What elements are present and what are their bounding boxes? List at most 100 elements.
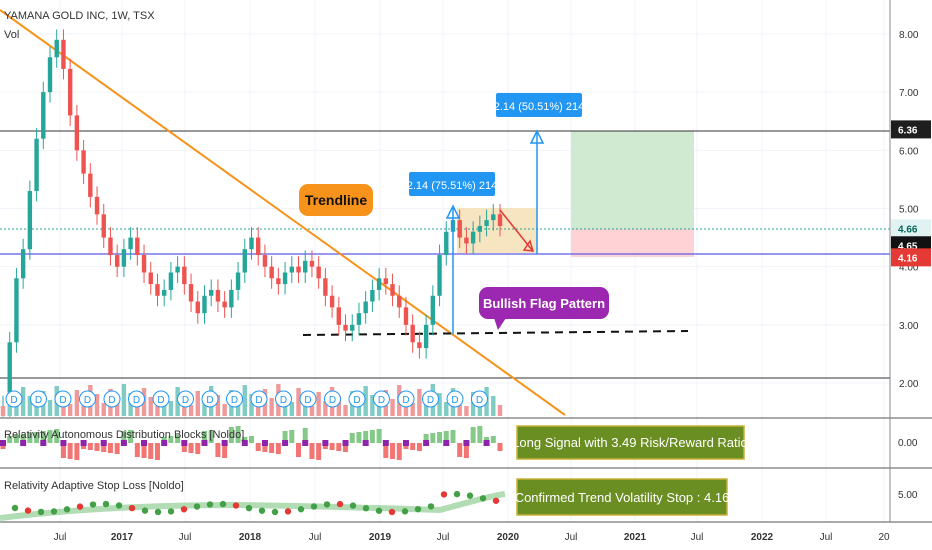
stop-loss-dot xyxy=(245,504,253,512)
volume-bar xyxy=(188,405,194,416)
flag-arrow-head xyxy=(522,239,535,252)
candle-body xyxy=(376,278,382,290)
dividend-marker xyxy=(5,390,23,408)
distribution-marker xyxy=(100,440,107,446)
dividend-marker-label: D xyxy=(84,395,91,406)
candle-body xyxy=(470,231,476,244)
flag-arrow xyxy=(499,209,533,251)
candle-body xyxy=(242,249,247,273)
distribution-marker xyxy=(342,440,349,446)
candle-body xyxy=(491,214,496,221)
distribution-block xyxy=(60,443,66,458)
dividend-marker-label: D xyxy=(451,395,458,406)
y-tick-label: 2.00 xyxy=(899,379,919,390)
stop-loss-dot xyxy=(323,501,331,508)
distribution-block xyxy=(296,443,302,457)
distribution-block xyxy=(188,443,194,453)
candle-body xyxy=(74,115,80,151)
volume-bar xyxy=(81,399,86,416)
volume-bar xyxy=(94,394,100,416)
candle-body xyxy=(202,295,207,314)
distribution-block xyxy=(497,443,503,451)
x-tick-label: Jul xyxy=(820,532,833,543)
candle-body xyxy=(343,324,348,331)
distribution-block xyxy=(343,443,349,452)
flag-callout-bg xyxy=(479,287,609,319)
distribution-marker xyxy=(241,440,248,446)
measure-arrow-1-head xyxy=(445,204,461,219)
dividend-marker-label: D xyxy=(304,395,311,406)
volume-bar xyxy=(370,395,375,416)
measure-label-1: 2.14 (75.51%) 214 xyxy=(407,180,498,192)
grid xyxy=(0,0,890,522)
distribution-block xyxy=(235,426,241,443)
distribution-block xyxy=(27,433,33,443)
distribution-block xyxy=(396,443,402,460)
stop-loss-dot xyxy=(115,502,123,509)
candle-body xyxy=(235,272,241,290)
volume-bar xyxy=(316,392,321,416)
dividend-marker xyxy=(152,390,170,408)
stop-loss-dot xyxy=(336,500,344,508)
candle-body xyxy=(229,289,234,308)
candle-body xyxy=(262,255,268,267)
distribution-block xyxy=(94,443,100,451)
volume-bar xyxy=(27,396,33,416)
distribution-marker xyxy=(20,440,27,446)
x-tick-label: Jul xyxy=(691,532,704,543)
candle-body xyxy=(289,266,294,273)
volume-bar xyxy=(101,403,106,416)
distribution-block xyxy=(249,436,254,443)
volume-bar xyxy=(410,403,415,416)
distribution-block xyxy=(463,443,469,458)
x-tick-label: 2018 xyxy=(239,532,262,543)
distribution-block xyxy=(470,427,476,443)
stop-loss-dot xyxy=(128,504,136,512)
candle-body xyxy=(276,278,281,285)
dividend-marker xyxy=(275,390,292,408)
candle-body xyxy=(108,237,113,256)
distribution-block xyxy=(490,436,496,443)
stop-loss-dot xyxy=(102,500,110,508)
candle-body xyxy=(148,272,153,285)
volume-bar xyxy=(296,388,301,416)
dividend-marker xyxy=(373,390,390,408)
stop-loss-dot xyxy=(193,503,201,510)
candle-body xyxy=(47,57,53,93)
distribution-block xyxy=(356,432,362,443)
candle-body xyxy=(397,295,402,308)
measure-label-2-bg xyxy=(496,93,582,117)
dividend-marker xyxy=(79,390,96,408)
candle-body xyxy=(417,342,422,349)
stop-loss-dot xyxy=(271,508,279,516)
distribution-marker xyxy=(382,440,389,446)
candle-body xyxy=(209,289,214,296)
x-tick-label: Jul xyxy=(179,532,192,543)
distribution-marker xyxy=(0,440,6,446)
distribution-block xyxy=(121,431,127,443)
dividend-marker-label: D xyxy=(476,395,483,406)
volume-bar xyxy=(269,398,274,416)
candle-body xyxy=(309,260,315,267)
y-tick-label: 4.00 xyxy=(899,263,919,274)
candle-body xyxy=(27,191,33,250)
dividend-marker xyxy=(128,390,145,408)
stop-loss-dot xyxy=(50,508,58,515)
candle-body xyxy=(329,295,335,308)
stop-loss-dot xyxy=(11,504,19,512)
price-tag-bg xyxy=(891,219,931,238)
x-tick-label: Jul xyxy=(54,532,67,543)
stop-loss-dot xyxy=(362,505,370,512)
candle-body xyxy=(182,266,187,285)
candle-body xyxy=(222,301,227,308)
stop-loss-dot xyxy=(284,508,292,515)
distribution-block xyxy=(349,433,355,443)
dividend-marker xyxy=(299,390,317,408)
stop-loss-dot xyxy=(76,503,84,510)
price-tag-bg xyxy=(891,248,931,267)
distribution-block xyxy=(430,433,436,443)
volume-bar xyxy=(444,402,449,416)
distribution-block xyxy=(154,443,160,460)
volume-bar xyxy=(20,387,26,416)
candle-body xyxy=(7,342,12,407)
